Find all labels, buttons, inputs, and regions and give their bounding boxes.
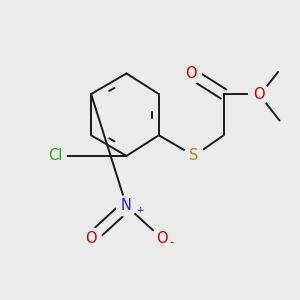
Text: O: O xyxy=(185,66,197,81)
Text: +: + xyxy=(136,206,143,215)
Text: N: N xyxy=(121,198,132,213)
Circle shape xyxy=(46,146,66,166)
Text: O: O xyxy=(85,231,97,246)
Circle shape xyxy=(116,196,137,216)
Circle shape xyxy=(181,63,202,84)
Circle shape xyxy=(152,228,172,249)
Text: O: O xyxy=(156,231,168,246)
Circle shape xyxy=(249,84,269,104)
Circle shape xyxy=(184,146,205,166)
Text: -: - xyxy=(170,236,174,249)
Text: S: S xyxy=(190,148,199,164)
Text: O: O xyxy=(253,87,265,102)
Circle shape xyxy=(81,228,101,249)
Text: Cl: Cl xyxy=(49,148,63,164)
